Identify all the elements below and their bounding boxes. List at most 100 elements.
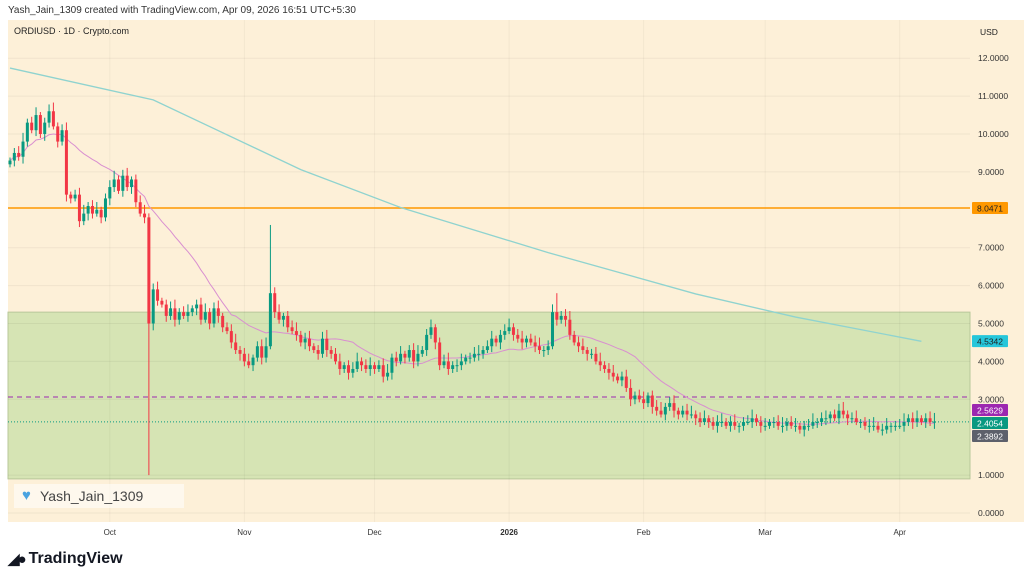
candle-body	[902, 422, 906, 426]
candle	[468, 352, 472, 364]
candle-body	[485, 346, 489, 351]
candle	[919, 415, 923, 426]
candle	[277, 304, 281, 324]
candle-body	[368, 365, 372, 369]
candle-body	[342, 365, 346, 369]
candle-body	[17, 152, 21, 157]
candle-body	[685, 410, 689, 415]
candle-body	[581, 346, 585, 351]
candle-body	[754, 418, 758, 423]
candle-body	[889, 425, 893, 427]
candle-body	[624, 376, 628, 388]
y-tick-label: 0.0000	[978, 508, 1004, 518]
candle-body	[494, 338, 498, 343]
candle	[685, 403, 689, 421]
candle-body	[286, 315, 290, 328]
candle	[234, 333, 238, 355]
candle	[121, 169, 125, 197]
candle-body	[147, 217, 151, 324]
candle-body	[828, 414, 832, 419]
candle-body	[880, 429, 884, 431]
candle	[802, 420, 806, 437]
candle	[906, 414, 910, 427]
candle-body	[854, 418, 858, 423]
candle	[807, 419, 811, 431]
x-tick-label: Nov	[237, 528, 251, 537]
watermark: ♥ Yash_Jain_1309	[14, 484, 184, 508]
candle-body	[672, 403, 676, 411]
candle	[260, 339, 264, 365]
candle	[138, 195, 142, 217]
candle-body	[464, 357, 468, 362]
candle	[273, 287, 277, 319]
candle	[490, 330, 494, 353]
candle	[99, 206, 103, 224]
candle	[585, 346, 589, 361]
candle	[117, 175, 120, 194]
candle-body	[533, 342, 537, 347]
candle	[616, 373, 620, 384]
candle-body	[490, 338, 494, 347]
candle-body	[77, 194, 81, 222]
price-chart[interactable]: 0.0000 1.0000 3.0000 4.0000 5.0000 6.0000 7.00…	[0, 0, 1024, 545]
candle	[911, 412, 915, 429]
candle	[377, 360, 381, 373]
candle	[898, 419, 902, 429]
candle	[924, 413, 928, 428]
candle-body	[555, 312, 559, 320]
candle-body	[511, 327, 515, 335]
candle	[759, 416, 763, 433]
candle-body	[442, 361, 446, 366]
candle	[715, 415, 719, 433]
candle	[629, 379, 633, 407]
x-tick-label: Dec	[367, 528, 381, 537]
candle	[577, 336, 581, 353]
candle-body	[746, 422, 750, 424]
candle	[147, 213, 151, 476]
candle	[863, 417, 867, 430]
candle	[485, 340, 489, 354]
candle-body	[607, 368, 611, 373]
candle-body	[698, 418, 702, 423]
candle	[551, 304, 554, 350]
candle-body	[238, 350, 242, 354]
candle	[56, 122, 60, 148]
candle	[603, 361, 607, 373]
candle-body	[34, 115, 38, 131]
candle	[420, 346, 424, 357]
candle-body	[73, 194, 77, 199]
candle-body	[121, 175, 125, 191]
candle	[212, 302, 216, 328]
candle-body	[325, 338, 329, 351]
candle	[173, 299, 177, 327]
candle	[498, 329, 502, 350]
candle	[590, 348, 594, 359]
candle	[412, 343, 416, 369]
candle-body	[117, 179, 120, 191]
candle	[768, 419, 771, 429]
candle	[841, 401, 845, 419]
candle	[12, 148, 16, 167]
candle	[867, 419, 871, 433]
candle-body	[629, 387, 633, 400]
candle	[564, 309, 568, 327]
y-tick-label: 9.0000	[978, 167, 1004, 177]
candle	[815, 418, 819, 428]
candle	[433, 324, 437, 350]
candle-body	[234, 342, 238, 351]
candle	[386, 364, 390, 381]
candle	[915, 410, 919, 427]
candle-body	[577, 342, 581, 347]
candle-body	[789, 422, 793, 426]
candle-body	[203, 312, 207, 320]
candle-body	[255, 346, 259, 358]
candle-body	[481, 350, 485, 354]
candle	[312, 343, 316, 354]
candle	[264, 337, 268, 363]
candle-body	[759, 422, 763, 426]
candle	[837, 403, 841, 425]
candle-body	[837, 410, 841, 419]
candle-body	[290, 327, 294, 332]
candle	[64, 122, 68, 202]
candle	[854, 410, 858, 426]
